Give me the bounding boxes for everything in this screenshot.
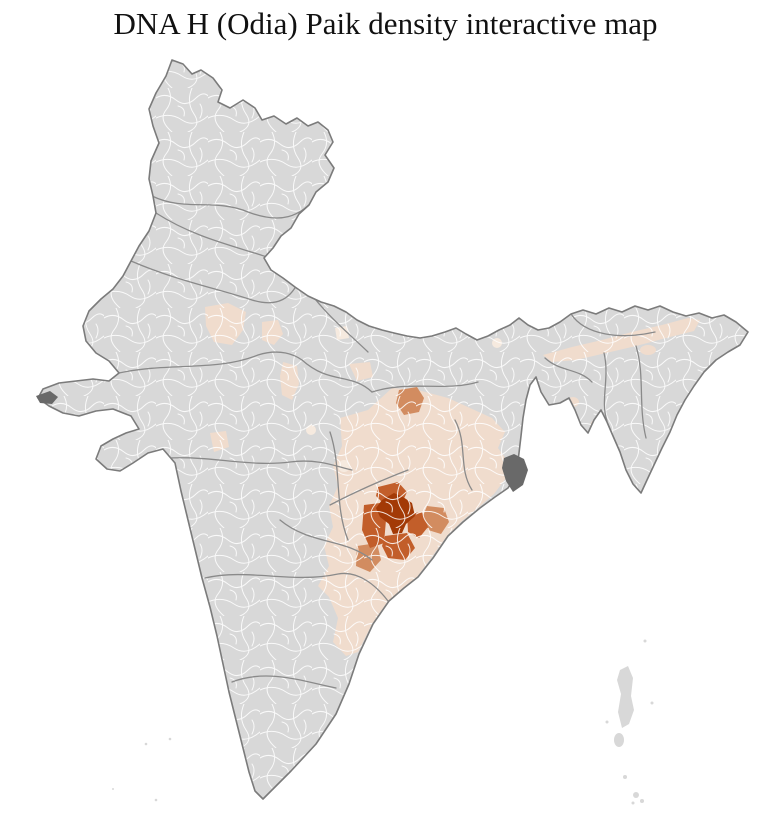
kutch-marsh — [36, 391, 58, 404]
district-mesh-overlay — [38, 60, 748, 799]
page-title: DNA H (Odia) Paik density interactive ma… — [113, 6, 658, 41]
lakshadweep-islands[interactable] — [112, 737, 172, 802]
andaman-islands[interactable] — [605, 639, 654, 805]
island-chains — [112, 639, 654, 805]
sundarbans-delta — [502, 454, 528, 492]
district-area[interactable] — [145, 474, 166, 502]
state-borders — [118, 194, 656, 689]
estuary-marsh-areas — [36, 391, 528, 492]
